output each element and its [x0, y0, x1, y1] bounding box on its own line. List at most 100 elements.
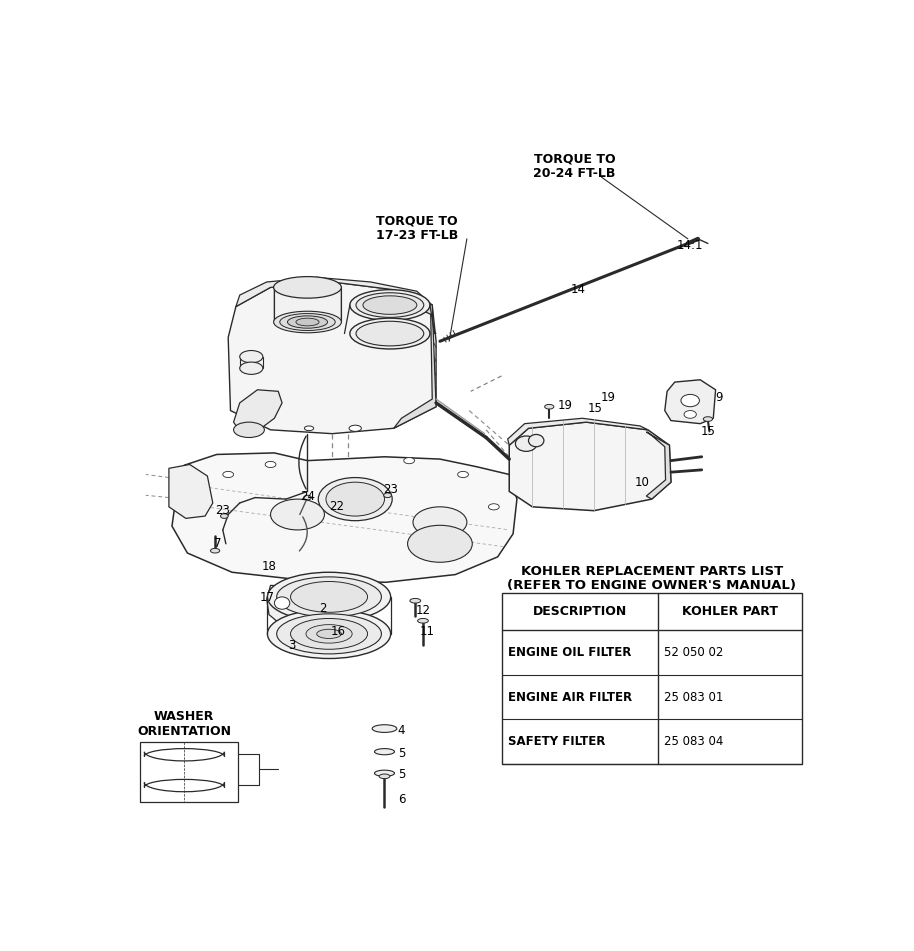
Polygon shape — [394, 290, 436, 428]
Ellipse shape — [703, 417, 713, 421]
Polygon shape — [169, 464, 213, 518]
Ellipse shape — [349, 425, 361, 432]
Ellipse shape — [488, 504, 499, 510]
Polygon shape — [646, 432, 671, 499]
Polygon shape — [274, 280, 341, 331]
Ellipse shape — [379, 774, 390, 779]
Ellipse shape — [271, 499, 324, 530]
Text: 22: 22 — [329, 500, 345, 514]
Ellipse shape — [303, 495, 312, 500]
Ellipse shape — [288, 316, 327, 328]
Ellipse shape — [220, 514, 228, 518]
Text: 5: 5 — [398, 747, 405, 760]
Ellipse shape — [681, 395, 699, 407]
Text: (REFER TO ENGINE OWNER'S MANUAL): (REFER TO ENGINE OWNER'S MANUAL) — [507, 579, 796, 592]
Polygon shape — [509, 422, 671, 511]
Ellipse shape — [408, 525, 473, 562]
Text: DESCRIPTION: DESCRIPTION — [533, 605, 627, 618]
Ellipse shape — [239, 362, 263, 375]
Text: SAFETY FILTER: SAFETY FILTER — [507, 735, 605, 748]
Ellipse shape — [528, 435, 544, 447]
Text: 2: 2 — [319, 602, 326, 615]
Ellipse shape — [277, 577, 381, 617]
Polygon shape — [234, 390, 282, 434]
Ellipse shape — [265, 461, 276, 468]
Bar — [502, 593, 802, 764]
Ellipse shape — [223, 472, 234, 477]
Text: 14:1: 14:1 — [677, 239, 704, 251]
Text: 19: 19 — [558, 398, 572, 412]
Text: 15: 15 — [588, 401, 603, 415]
Text: 12: 12 — [416, 604, 430, 617]
Ellipse shape — [234, 422, 264, 437]
Ellipse shape — [277, 613, 381, 654]
Text: TORQUE TO
20-24 FT-LB: TORQUE TO 20-24 FT-LB — [534, 152, 616, 181]
Ellipse shape — [326, 482, 385, 516]
Ellipse shape — [363, 296, 417, 315]
Ellipse shape — [291, 581, 367, 612]
Text: 9: 9 — [715, 391, 722, 404]
Ellipse shape — [375, 748, 395, 755]
Ellipse shape — [372, 725, 397, 732]
Ellipse shape — [350, 319, 430, 349]
Ellipse shape — [356, 321, 424, 346]
Text: 6: 6 — [398, 793, 405, 805]
Ellipse shape — [291, 618, 367, 650]
Bar — [140, 742, 239, 802]
Text: ENGINE OIL FILTER: ENGINE OIL FILTER — [507, 646, 631, 659]
Ellipse shape — [210, 549, 219, 553]
Ellipse shape — [273, 311, 341, 333]
Text: 14: 14 — [571, 283, 586, 296]
Ellipse shape — [268, 573, 390, 622]
Ellipse shape — [418, 618, 429, 623]
Ellipse shape — [296, 319, 319, 326]
Ellipse shape — [318, 477, 392, 521]
Text: WASHER
ORIENTATION: WASHER ORIENTATION — [137, 710, 231, 738]
Ellipse shape — [384, 493, 391, 497]
Text: KOHLER REPLACEMENT PARTS LIST: KOHLER REPLACEMENT PARTS LIST — [521, 565, 782, 578]
Polygon shape — [172, 453, 517, 582]
Ellipse shape — [413, 507, 467, 537]
Ellipse shape — [306, 625, 352, 643]
Text: 23: 23 — [383, 483, 399, 496]
Text: 18: 18 — [261, 560, 276, 573]
Text: 23: 23 — [216, 504, 230, 517]
Polygon shape — [267, 586, 297, 622]
Ellipse shape — [356, 293, 424, 318]
Ellipse shape — [458, 472, 468, 477]
Ellipse shape — [317, 630, 341, 638]
Polygon shape — [507, 418, 648, 445]
Ellipse shape — [239, 351, 263, 363]
Text: 17: 17 — [260, 592, 274, 604]
Ellipse shape — [375, 770, 395, 776]
Polygon shape — [236, 278, 432, 306]
Ellipse shape — [350, 290, 430, 320]
Ellipse shape — [274, 597, 290, 610]
Ellipse shape — [684, 411, 696, 418]
Ellipse shape — [268, 610, 390, 658]
Ellipse shape — [409, 598, 420, 603]
Ellipse shape — [273, 277, 341, 299]
Ellipse shape — [304, 426, 314, 431]
Text: 4: 4 — [398, 724, 405, 737]
Text: 11: 11 — [420, 625, 435, 638]
Text: 7: 7 — [215, 537, 222, 551]
Text: TORQUE TO
17-23 FT-LB: TORQUE TO 17-23 FT-LB — [376, 214, 458, 243]
Polygon shape — [664, 379, 716, 423]
Text: 19: 19 — [600, 391, 615, 404]
Text: ENGINE AIR FILTER: ENGINE AIR FILTER — [507, 690, 632, 704]
Text: 10: 10 — [634, 476, 649, 489]
Ellipse shape — [280, 314, 335, 331]
Ellipse shape — [545, 404, 554, 409]
Text: 15: 15 — [700, 425, 716, 437]
Text: 24: 24 — [300, 491, 315, 503]
Text: 25 083 01: 25 083 01 — [664, 690, 723, 704]
Ellipse shape — [515, 436, 537, 452]
Text: 3: 3 — [289, 639, 296, 652]
Text: 25 083 04: 25 083 04 — [664, 735, 723, 748]
Ellipse shape — [404, 457, 415, 464]
Text: 5: 5 — [398, 768, 405, 782]
Text: 16: 16 — [331, 625, 345, 638]
Text: 52 050 02: 52 050 02 — [664, 646, 723, 659]
Polygon shape — [228, 282, 436, 434]
